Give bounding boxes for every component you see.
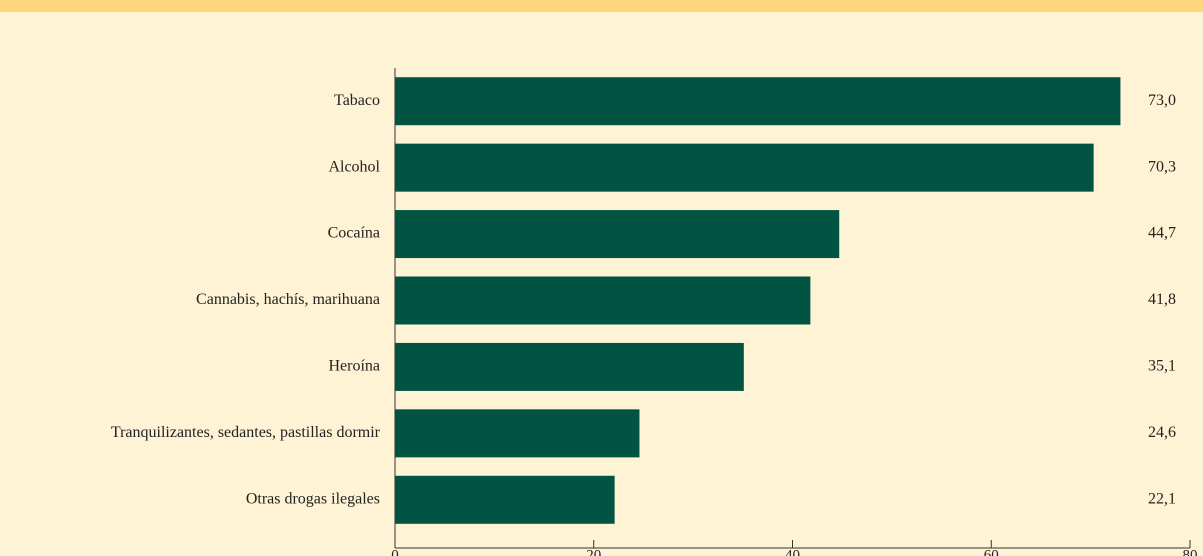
category-label: Alcohol <box>328 158 380 175</box>
category-label: Tranquilizantes, sedantes, pastillas dor… <box>111 424 381 441</box>
x-tick-label: 40 <box>785 547 800 556</box>
value-label: 41,8 <box>1148 291 1176 308</box>
category-label: Cocaína <box>328 225 380 242</box>
bar <box>395 475 615 524</box>
bar <box>395 342 744 391</box>
value-label: 35,1 <box>1148 358 1176 375</box>
bar <box>395 143 1094 192</box>
value-label: 22,1 <box>1148 490 1176 507</box>
bar <box>395 77 1121 126</box>
value-label: 44,7 <box>1148 225 1176 242</box>
x-tick-label: 0 <box>391 547 399 556</box>
x-tick-label: 60 <box>984 547 999 556</box>
value-label: 73,0 <box>1148 92 1176 109</box>
top-band <box>0 0 1203 12</box>
bar <box>395 276 811 325</box>
category-label: Cannabis, hachís, marihuana <box>196 291 380 308</box>
bar <box>395 409 640 458</box>
x-tick-label: 20 <box>586 547 601 556</box>
bar <box>395 210 840 259</box>
value-label: 70,3 <box>1148 158 1176 175</box>
category-label: Tabaco <box>334 92 380 109</box>
category-label: Heroína <box>328 358 380 375</box>
category-label: Otras drogas ilegales <box>246 490 380 507</box>
value-label: 24,6 <box>1148 424 1176 441</box>
x-tick-label: 80 <box>1183 547 1198 556</box>
